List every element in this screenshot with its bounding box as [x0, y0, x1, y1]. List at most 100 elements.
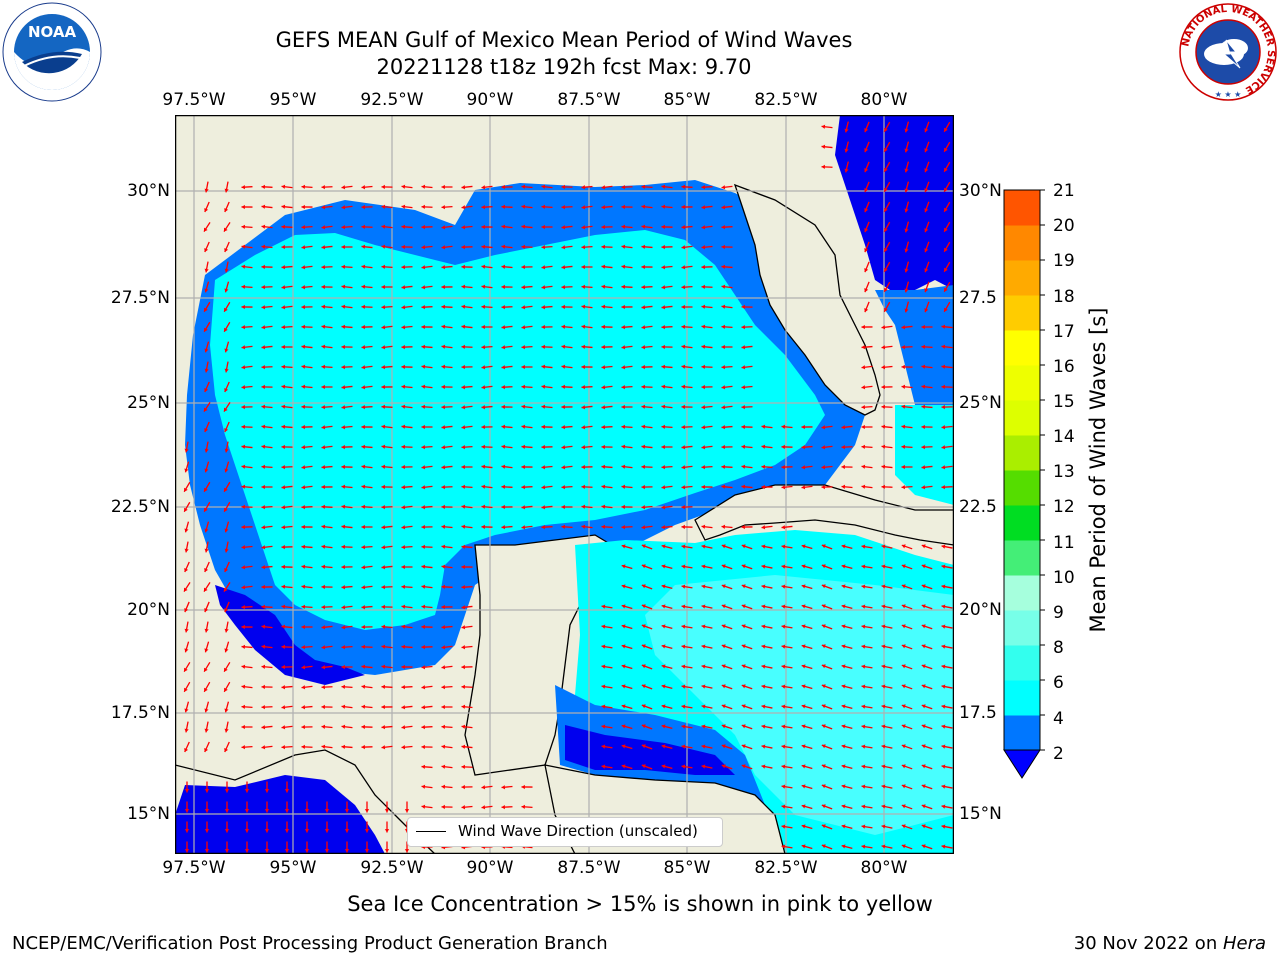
lat-tick-left: 15°N [127, 804, 170, 824]
wind-arrowhead [341, 724, 346, 729]
wind-arrowhead [461, 645, 466, 650]
wind-arrowhead [441, 404, 445, 410]
wind-arrowhead [641, 464, 645, 470]
wind-arrowhead [921, 384, 926, 389]
wind-arrowhead [241, 464, 246, 469]
wind-arrowhead [941, 564, 946, 569]
wind-arrowhead [881, 764, 886, 769]
colorbar-segment [1004, 645, 1040, 681]
wind-arrowhead [601, 484, 606, 489]
wind-arrowhead [361, 264, 366, 269]
wind-arrowhead [661, 265, 666, 270]
wind-arrowhead [241, 545, 246, 550]
wind-arrowhead [461, 385, 466, 390]
wind-arrowhead [881, 584, 886, 589]
wind-arrowhead [801, 744, 806, 749]
wind-arrowhead [601, 385, 606, 390]
wind-arrowhead [501, 404, 505, 410]
wind-arrowhead [501, 504, 505, 510]
wind-arrowhead [781, 804, 786, 809]
wind-arrowhead [381, 424, 386, 429]
wind-arrowhead [661, 224, 665, 230]
wind-arrowhead [901, 684, 906, 689]
wind-arrowhead [781, 624, 786, 629]
wind-arrowhead [301, 584, 306, 589]
lat-tick-left: 25°N [127, 393, 170, 413]
wind-arrowhead [901, 764, 906, 769]
wind-arrowhead [261, 704, 265, 710]
wind-arrowhead [681, 184, 686, 190]
wind-arrowhead [781, 844, 786, 849]
wind-arrowhead [461, 744, 466, 749]
wind-arrowhead [884, 307, 888, 312]
wind-arrowhead [284, 829, 290, 833]
wind-arrowhead [904, 288, 909, 293]
wind-arrowhead [621, 404, 625, 410]
wind-arrowhead [921, 465, 926, 470]
wind-arrowhead [401, 384, 406, 389]
wind-arrowhead [204, 667, 208, 672]
wind-arrowhead [641, 325, 646, 330]
wind-arrowhead [261, 684, 265, 690]
wind-arrowhead [821, 644, 826, 649]
wind-arrowhead [621, 204, 625, 210]
colorbar-segment [1004, 400, 1040, 436]
wind-arrowhead [364, 849, 370, 853]
wind-arrowhead [841, 804, 846, 809]
wind-arrowhead [601, 405, 606, 410]
wind-arrowhead [223, 227, 228, 232]
wind-arrowhead [361, 605, 366, 610]
wind-arrowhead [401, 664, 405, 670]
wind-arrowhead [861, 385, 866, 390]
wind-arrowhead [944, 207, 948, 212]
wind-arrowhead [761, 484, 765, 490]
wind-arrowhead [521, 424, 526, 429]
wind-arrowhead [261, 745, 266, 750]
wind-arrowhead [921, 664, 926, 669]
wind-arrowhead [224, 608, 229, 613]
wind-arrowhead [241, 644, 246, 649]
wind-arrowhead [241, 604, 246, 610]
wind-arrowhead [261, 325, 266, 330]
wind-arrowhead [881, 724, 886, 729]
wind-arrowhead [781, 744, 786, 749]
colorbar-extend-min [1003, 749, 1041, 779]
wind-arrowhead [561, 364, 566, 369]
wind-arrowhead [521, 505, 526, 510]
wind-arrowhead [661, 764, 666, 769]
wind-arrowhead [661, 244, 665, 250]
wind-arrowhead [224, 687, 228, 692]
wind-arrowhead [601, 504, 606, 509]
wind-arrowhead [281, 564, 285, 570]
wind-arrowhead [321, 465, 326, 470]
wind-arrowhead [321, 405, 326, 410]
wind-arrowhead [821, 425, 826, 430]
wind-arrowhead [421, 265, 426, 270]
wind-arrowhead [781, 784, 786, 789]
wind-arrowhead [401, 325, 406, 330]
wind-arrowhead [301, 485, 306, 490]
wind-arrowhead [721, 564, 726, 569]
wind-arrowhead [421, 764, 426, 769]
wind-arrowhead [881, 384, 885, 390]
wind-arrowhead [681, 304, 685, 310]
wind-arrowhead [941, 624, 946, 629]
wind-arrowhead [821, 584, 826, 589]
wind-arrowhead [324, 809, 330, 813]
wind-arrowhead [701, 184, 706, 190]
wind-arrowhead [561, 225, 566, 230]
wind-arrowhead [301, 564, 306, 569]
wind-arrowhead [621, 264, 626, 269]
wind-arrowhead [241, 585, 246, 590]
wind-arrowhead [261, 525, 266, 530]
wind-arrowhead [281, 204, 286, 209]
wind-arrowhead [461, 664, 465, 670]
wind-arrowhead [681, 624, 686, 629]
wind-arrowhead [661, 544, 666, 549]
wind-arrowhead [361, 585, 366, 590]
wind-arrowhead [381, 684, 386, 690]
wind-arrowhead [621, 584, 626, 589]
wind-arrowhead [204, 568, 209, 573]
lon-tick-top: 97.5°W [162, 90, 226, 110]
colorbar-segment [1004, 715, 1040, 751]
